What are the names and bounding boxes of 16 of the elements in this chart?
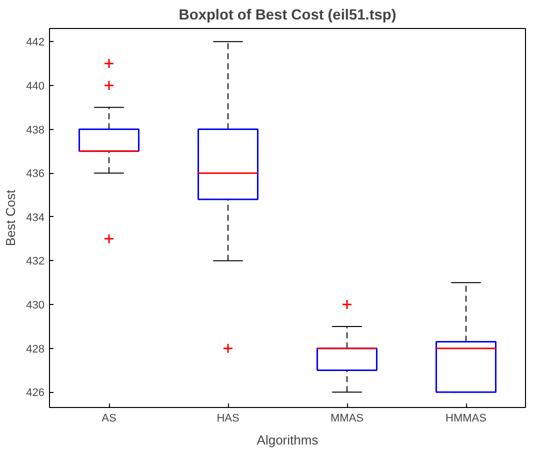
y-tick-label: 430 — [26, 300, 45, 312]
x-tick-label: MMAS — [330, 412, 364, 424]
y-tick-label: 438 — [26, 124, 45, 136]
y-tick-label: 436 — [26, 168, 45, 180]
y-tick-label: 426 — [26, 387, 45, 400]
chart-title: Boxplot of Best Cost (eil51.tsp) — [178, 8, 396, 24]
x-tick-label: HAS — [216, 412, 240, 424]
y-tick-label: 428 — [26, 343, 45, 356]
y-axis-title: Best Cost — [3, 189, 18, 246]
y-tick-label: 434 — [26, 212, 45, 224]
y-tick-label: 432 — [26, 256, 45, 268]
x-tick-label: HMMAS — [446, 412, 486, 424]
x-axis-title: Algorithms — [256, 432, 319, 448]
y-tick-label: 440 — [26, 80, 45, 92]
y-tick-label: 442 — [26, 36, 45, 49]
x-tick-label: AS — [102, 412, 116, 424]
